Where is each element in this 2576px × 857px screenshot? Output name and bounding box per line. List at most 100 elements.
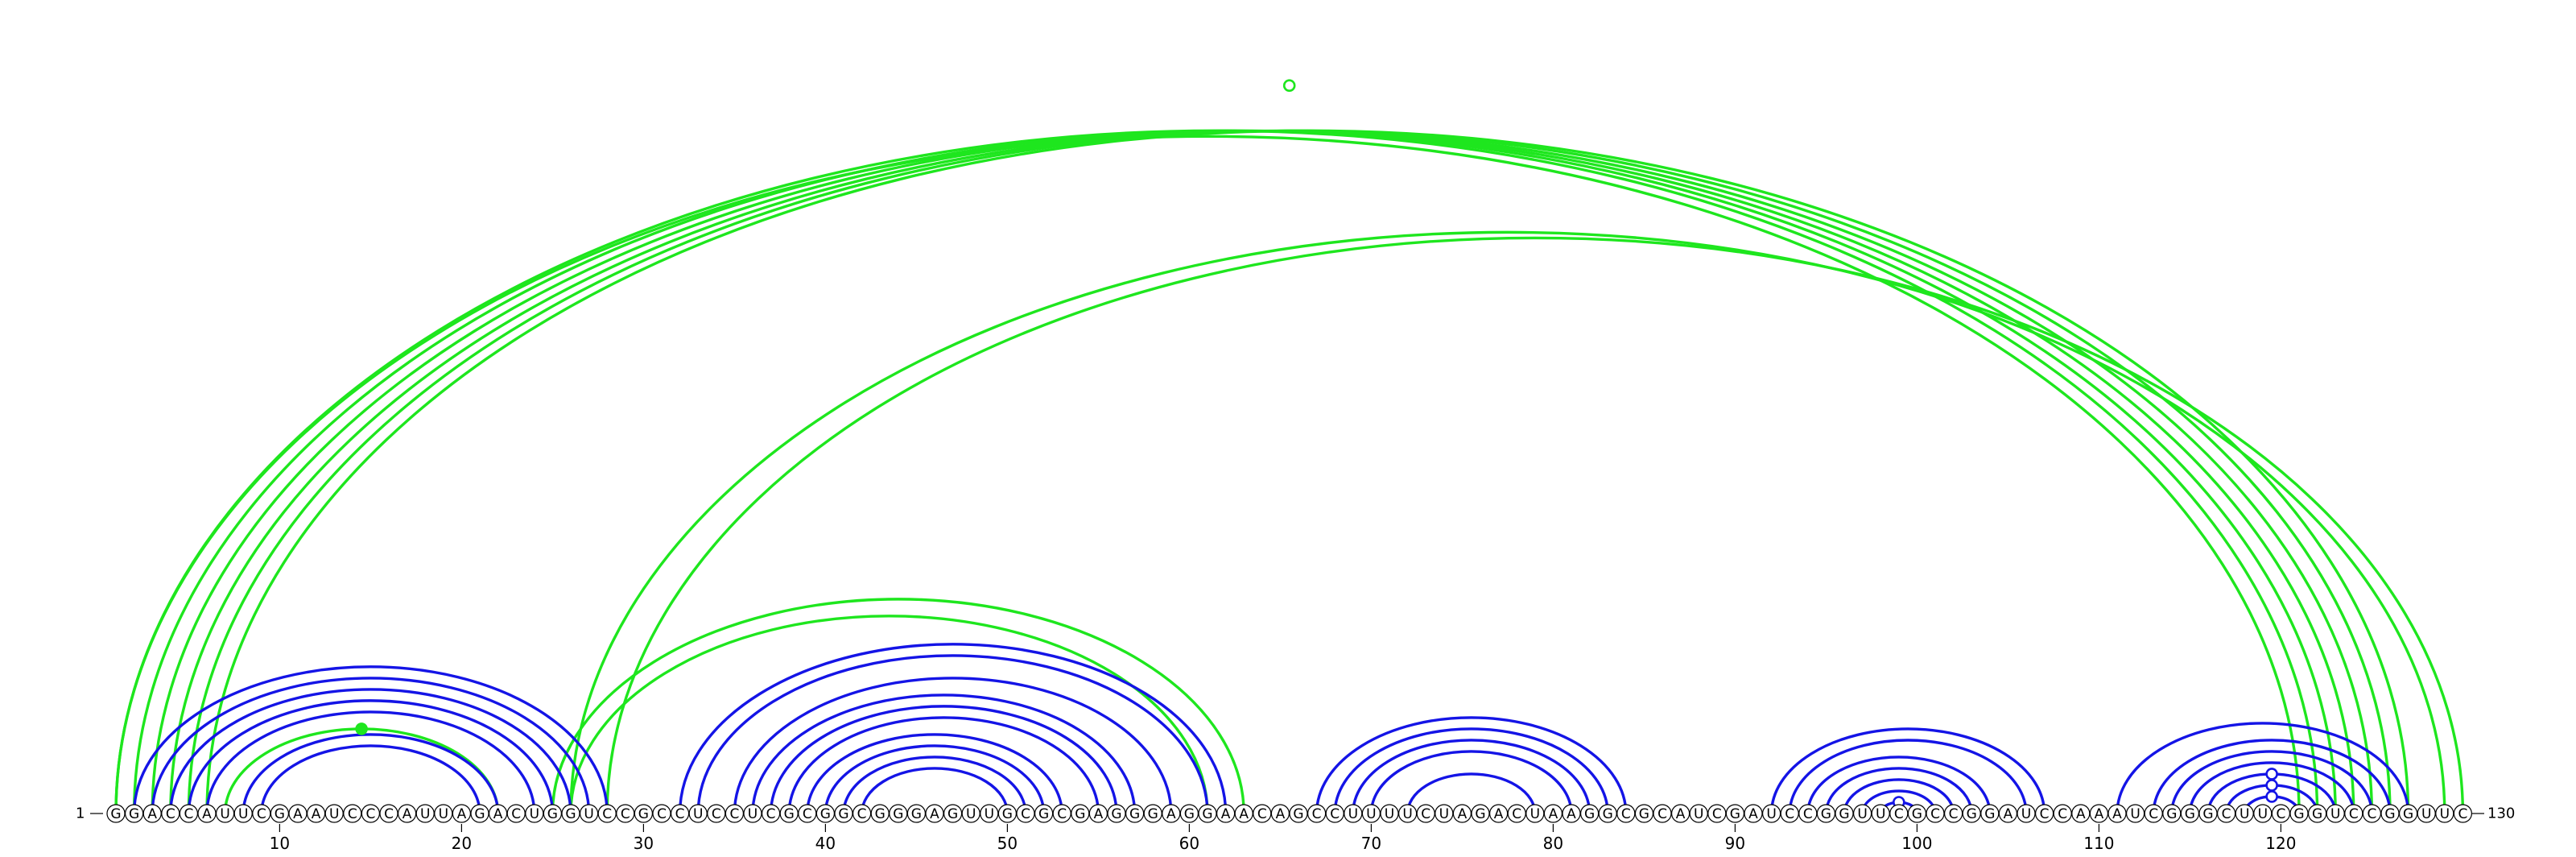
nucleotide-letter: C: [657, 806, 667, 822]
nucleotide-letter: A: [493, 806, 503, 822]
tick-label: 10: [270, 834, 290, 853]
nucleotide-letter: C: [621, 806, 630, 822]
nucleotide-letter: A: [2095, 806, 2104, 822]
nucleotide-letter: C: [1949, 806, 1959, 822]
nucleotide-letter: U: [985, 806, 994, 822]
arc-marker: [2267, 780, 2277, 790]
nucleotide-letter: U: [1439, 806, 1449, 822]
nucleotide-letter: G: [838, 806, 848, 822]
nucleotide-letter: A: [147, 806, 157, 822]
blue-pair-arc: [171, 689, 571, 814]
blue-pair-arc: [1371, 751, 1571, 814]
end-label: 130: [2487, 805, 2515, 822]
green-pair-arc: [207, 130, 2409, 814]
nucleotide-letter: A: [930, 806, 939, 822]
nucleotide-letter: G: [2185, 806, 2195, 822]
nucleotide-letter: A: [2112, 806, 2122, 822]
base-pair-arcs: [116, 130, 2462, 814]
nucleotide-letter: C: [2349, 806, 2359, 822]
nucleotide-letter: G: [1984, 806, 1995, 822]
nucleotide-letter: G: [1129, 806, 1140, 822]
nucleotide-letter: G: [1075, 806, 1085, 822]
nucleotide-letter: G: [1821, 806, 1831, 822]
blue-pair-arc: [680, 644, 1226, 814]
nucleotide-letter: C: [384, 806, 394, 822]
nucleotide-letter: U: [2421, 806, 2431, 822]
nucleotide-letter: C: [184, 806, 193, 822]
nucleotide-letter: U: [1876, 806, 1885, 822]
nucleotide-letter: A: [312, 806, 321, 822]
nucleotide-letter: G: [1293, 806, 1303, 822]
nucleotide-letter: U: [1694, 806, 1703, 822]
nucleotide-letter: A: [1094, 806, 1104, 822]
nucleotide-letter: U: [2330, 806, 2340, 822]
nucleotide-letter: G: [893, 806, 903, 822]
tick-label: 40: [815, 834, 836, 853]
nucleotide-letter: C: [766, 806, 776, 822]
nucleotide-letter: G: [875, 806, 886, 822]
nucleotide-letter: G: [1148, 806, 1158, 822]
nucleotide-letter: G: [1639, 806, 1649, 822]
green-pair-arc: [171, 131, 2372, 814]
blue-pair-arc: [262, 746, 480, 814]
nucleotide-letter: G: [275, 806, 285, 822]
nucleotide-letter: A: [1567, 806, 1576, 822]
green-pair-arc: [116, 136, 2299, 814]
nucleotide-letter: C: [257, 806, 266, 822]
start-label: 1: [76, 805, 85, 822]
nucleotide-letter: C: [2058, 806, 2067, 822]
nucleotide-letter: C: [511, 806, 521, 822]
nucleotide-letter: U: [238, 806, 248, 822]
nucleotide-letter: C: [1057, 806, 1067, 822]
tick-label: 70: [1361, 834, 1381, 853]
nucleotide-letter: A: [202, 806, 212, 822]
green-pair-arc: [571, 232, 2445, 814]
tick-label: 20: [452, 834, 472, 853]
nucleotide-letter: C: [1785, 806, 1794, 822]
blue-pair-arc: [1317, 718, 1626, 814]
tick-label: 90: [1725, 834, 1745, 853]
nucleotide-letter: U: [329, 806, 339, 822]
tick-label: 80: [1543, 834, 1563, 853]
nucleotide-letter: C: [1657, 806, 1667, 822]
tick-label: 30: [634, 834, 654, 853]
nucleotide-letter: C: [1930, 806, 1940, 822]
nucleotide-letter: A: [1458, 806, 1468, 822]
arc-marker: [2267, 768, 2277, 779]
nucleotide-letter: C: [2040, 806, 2050, 822]
position-ticks: 10 20 30 40 50 60 70 80 90 100 110 120: [270, 824, 2297, 853]
nucleotide-letter: U: [530, 806, 539, 822]
nucleotide-letter: C: [166, 806, 175, 822]
nucleotide-letter: C: [675, 806, 685, 822]
nucleotide-letter: C: [1512, 806, 1521, 822]
nucleotide-letter: G: [1184, 806, 1195, 822]
nucleotide-letter: G: [1967, 806, 1977, 822]
nucleotide-letter: G: [911, 806, 922, 822]
nucleotide-letter: G: [474, 806, 485, 822]
green-pair-arc: [134, 130, 2336, 814]
nucleotide-letter: G: [1202, 806, 1212, 822]
nucleotide-letter: C: [857, 806, 867, 822]
nucleotide-letter: C: [1257, 806, 1267, 822]
nucleotide-letter: U: [693, 806, 703, 822]
nucleotide-letter: A: [1494, 806, 1504, 822]
nucleotide-letter: C: [2149, 806, 2158, 822]
nucleotide-letter: G: [1002, 806, 1013, 822]
nucleotide-letter: G: [2312, 806, 2322, 822]
nucleotide-letter: A: [1748, 806, 1758, 822]
nucleotide-letter: G: [820, 806, 831, 822]
nucleotide-letter: G: [110, 806, 121, 822]
nucleotide-letter: C: [1330, 806, 1340, 822]
nucleotide-letter: G: [547, 806, 558, 822]
nucleotide-letter: C: [729, 806, 739, 822]
nucleotide-letter: C: [602, 806, 612, 822]
nucleotide-letter: C: [2367, 806, 2376, 822]
nucleotide-letter: A: [1221, 806, 1231, 822]
nucleotide-letter: A: [2076, 806, 2086, 822]
nucleotide-letter: C: [803, 806, 812, 822]
nucleotide-letter: A: [402, 806, 412, 822]
nucleotide-letter: U: [584, 806, 593, 822]
arc-marker: [357, 723, 367, 734]
nucleotide-letter: A: [1276, 806, 1286, 822]
